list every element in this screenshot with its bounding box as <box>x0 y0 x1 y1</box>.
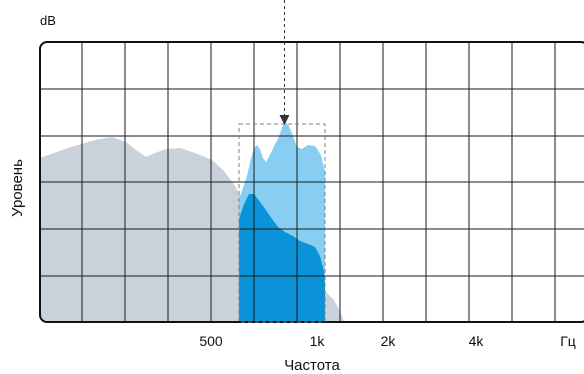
y-axis-label: Уровень <box>9 159 26 217</box>
x-tick-1k: 1k <box>310 333 326 349</box>
x-unit-label: Гц <box>560 333 576 349</box>
x-tick-4k: 4k <box>469 333 485 349</box>
grid <box>40 42 584 322</box>
band-dark-area <box>239 194 325 322</box>
y-unit-label: dB <box>40 13 56 28</box>
x-tick-2k: 2k <box>381 333 397 349</box>
x-axis-label: Частота <box>284 357 340 374</box>
x-tick-500: 500 <box>199 333 223 349</box>
plot-area <box>40 42 584 322</box>
